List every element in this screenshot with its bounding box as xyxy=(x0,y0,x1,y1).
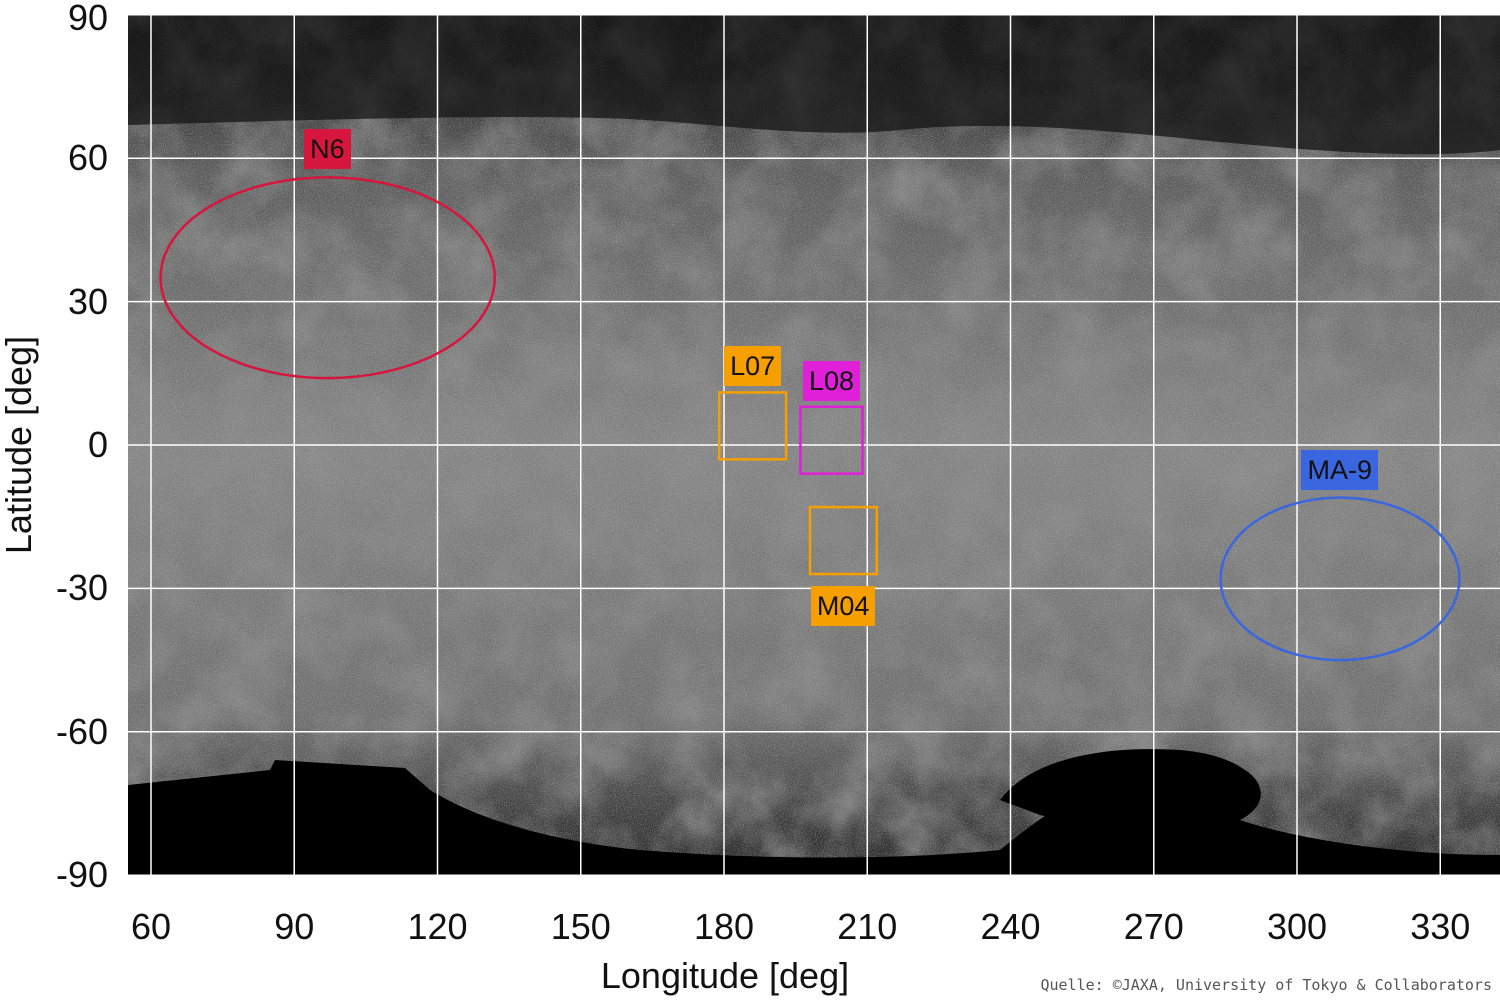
image-credit: Quelle: ©JAXA, University of Tokyo & Col… xyxy=(1040,976,1492,994)
x-tick-label: 120 xyxy=(407,906,468,947)
x-tick-label: 270 xyxy=(1123,906,1184,947)
y-tick-label: 30 xyxy=(67,280,108,322)
y-tick-label: 90 xyxy=(67,0,108,38)
y-axis-label: Latitude [deg] xyxy=(0,335,39,555)
y-tick-label: 0 xyxy=(87,424,108,465)
y-tick-label: -30 xyxy=(55,567,108,609)
region-label-l08: L08 xyxy=(802,360,860,401)
x-tick-label: 240 xyxy=(980,906,1041,947)
region-ma-9-ellipse xyxy=(1219,496,1461,662)
region-l08-box xyxy=(799,405,864,475)
x-tick-label: 150 xyxy=(550,906,611,947)
x-tick-label: 60 xyxy=(130,906,172,947)
x-tick-label: 330 xyxy=(1410,906,1471,947)
x-axis-label: Longitude [deg] xyxy=(600,955,850,996)
y-tick-label: 60 xyxy=(67,137,108,179)
x-tick-label: 210 xyxy=(837,906,898,947)
region-overlays xyxy=(159,176,1461,662)
region-l07-box xyxy=(717,391,788,461)
region-n6-ellipse xyxy=(159,176,497,380)
region-label-ma-9: MA-9 xyxy=(1301,449,1378,490)
x-tick-label: 180 xyxy=(693,906,755,947)
y-tick-label: -60 xyxy=(55,710,108,752)
y-tick-label: -90 xyxy=(55,854,108,895)
x-tick-label: 90 xyxy=(274,906,315,947)
region-label-n6: N6 xyxy=(304,129,351,170)
region-m04-box xyxy=(808,505,879,576)
x-tick-label: 300 xyxy=(1266,906,1328,947)
coordinate-grid xyxy=(128,14,1500,876)
region-label-m04: M04 xyxy=(810,586,876,627)
region-label-l07: L07 xyxy=(724,346,782,387)
